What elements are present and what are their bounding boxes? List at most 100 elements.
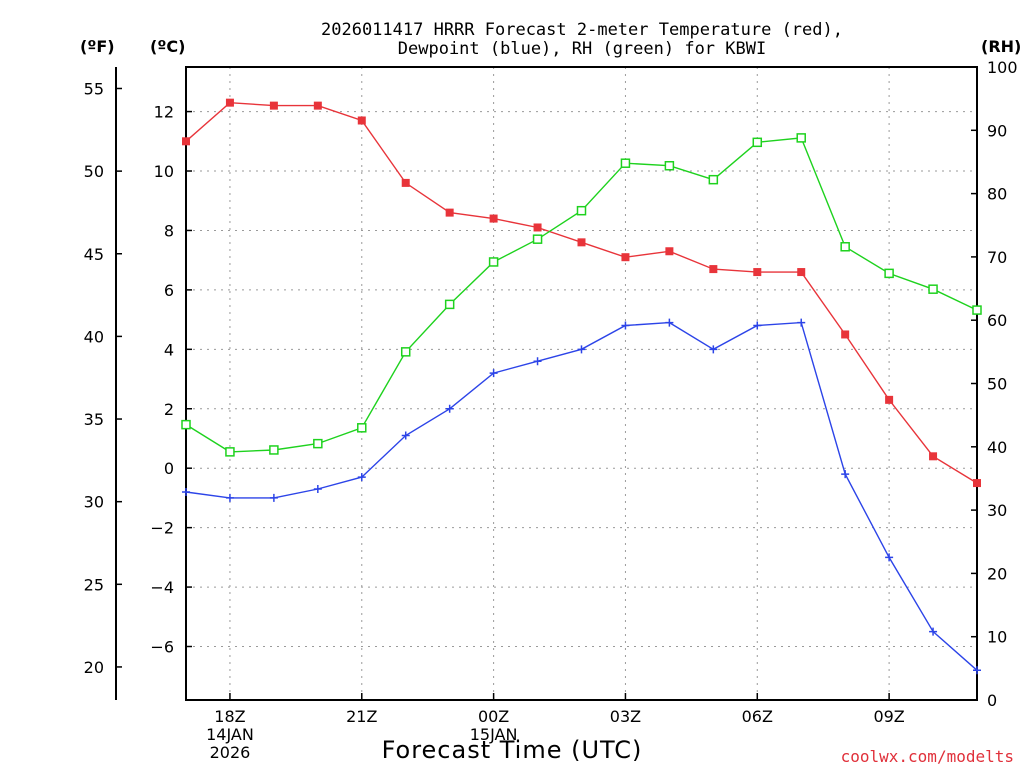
x-tick-label: 06Z	[742, 707, 773, 726]
dewpoint-line	[185, 321, 978, 671]
rh-tick-label: 40	[987, 438, 1007, 457]
celsius-tick-label: 10	[154, 162, 174, 181]
dewpoint-point	[269, 493, 278, 502]
rh-point	[576, 205, 587, 216]
temperature-point	[577, 238, 586, 247]
fahrenheit-tick-label: 25	[84, 575, 104, 594]
rh-point	[488, 257, 499, 267]
plot-frame	[185, 66, 978, 701]
data-series	[181, 98, 982, 675]
rh-point	[444, 299, 455, 310]
title-line-1: 2026011417 HRRR Forecast 2-meter Tempera…	[321, 20, 843, 40]
rh-point	[796, 133, 806, 143]
rh-point	[752, 137, 763, 148]
dewpoint-point	[533, 357, 542, 366]
rh-point	[664, 160, 675, 171]
dewpoint-point	[709, 345, 718, 354]
rh-point	[928, 284, 938, 294]
x-tick-label: 21Z	[346, 707, 377, 726]
temperature-point	[401, 178, 410, 187]
dewpoint-point	[929, 627, 938, 636]
celsius-tick-label: 2	[164, 400, 174, 419]
celsius-tick-label: −2	[150, 519, 174, 538]
temperature-point	[533, 223, 542, 232]
rh-tick-label: 10	[987, 628, 1007, 647]
fahrenheit-tick-label: 45	[84, 245, 104, 264]
x-tick-label: 18Z 14JAN 2026	[206, 707, 254, 762]
temperature-point	[357, 116, 366, 125]
temperature-point	[929, 452, 938, 461]
dewpoint-point	[885, 553, 894, 562]
dewpoint-point	[665, 318, 674, 327]
temperature-point	[621, 253, 630, 262]
x-tick-label: 03Z	[610, 707, 641, 726]
axes: 5550454035302520121086420−2−4−6100908070…	[84, 58, 1018, 762]
dewpoint-point	[182, 487, 190, 496]
temperature-point	[797, 268, 806, 277]
temperature-point	[709, 265, 718, 274]
temperature-point	[269, 101, 278, 110]
rh-tick-label: 50	[987, 375, 1007, 394]
x-tick-label: 09Z	[873, 707, 904, 726]
fahrenheit-tick-label: 50	[84, 162, 104, 181]
temperature-point	[489, 214, 498, 223]
rh-tick-label: 60	[987, 311, 1007, 330]
celsius-tick-label: 8	[164, 221, 174, 240]
rh-point	[400, 347, 411, 357]
dewpoint-point	[797, 318, 806, 327]
temperature-point	[313, 101, 322, 110]
temperature-point	[885, 395, 894, 404]
rh-tick-label: 90	[987, 121, 1007, 140]
celsius-unit-label: (ºC)	[150, 37, 185, 56]
rh-point	[225, 447, 235, 457]
celsius-tick-label: 6	[164, 281, 174, 300]
rh-point	[884, 268, 894, 279]
rh-point	[708, 174, 719, 185]
celsius-tick-label: 4	[164, 340, 174, 359]
temperature-point	[182, 137, 190, 146]
temperature-point	[973, 479, 981, 488]
fahrenheit-tick-label: 20	[84, 658, 104, 677]
temperature-point	[665, 247, 674, 256]
rh-point	[532, 234, 543, 244]
temperature-point	[753, 268, 762, 277]
rh-tick-label: 20	[987, 564, 1007, 583]
dewpoint-point	[445, 404, 454, 413]
rh-tick-label: 70	[987, 248, 1007, 267]
rh-tick-label: 30	[987, 501, 1007, 520]
celsius-tick-label: 0	[164, 459, 174, 478]
temperature-point	[445, 208, 454, 217]
rh-tick-label: 80	[987, 185, 1007, 204]
dewpoint-point	[841, 470, 850, 479]
rh-tick-label: 100	[987, 58, 1018, 77]
fahrenheit-tick-label: 40	[84, 327, 104, 346]
temperature-point	[841, 330, 850, 339]
rh-point	[620, 158, 631, 168]
celsius-tick-label: −4	[150, 578, 174, 597]
grid-lines	[186, 67, 977, 700]
dewpoint-point	[753, 321, 762, 330]
fahrenheit-tick-label: 55	[84, 79, 104, 98]
dewpoint-point	[973, 666, 981, 675]
fahrenheit-unit-label: (ºF)	[80, 37, 115, 56]
rh-unit-label: (RH)	[981, 37, 1021, 56]
fahrenheit-tick-label: 35	[84, 410, 104, 429]
credit-text: coolwx.com/modelts	[841, 747, 1014, 766]
chart-title: 2026011417 HRRR Forecast 2-meter Tempera…	[321, 20, 843, 59]
rh-point	[972, 305, 982, 315]
rh-point	[840, 242, 850, 252]
dewpoint-point	[313, 485, 322, 493]
fahrenheit-tick-label: 30	[84, 493, 104, 512]
dewpoint-point	[401, 431, 410, 440]
temperature-line	[185, 101, 978, 484]
x-axis-label: Forecast Time (UTC)	[382, 736, 643, 764]
rh-tick-label: 0	[987, 691, 997, 710]
dewpoint-point	[489, 369, 498, 378]
dewpoint-point	[225, 493, 234, 502]
rh-line	[185, 137, 978, 453]
title-line-2: Dewpoint (blue), RH (green) for KBWI	[398, 39, 766, 59]
x-tick-label: 00Z 15JAN	[470, 707, 518, 744]
dewpoint-point	[357, 473, 366, 482]
celsius-tick-label: 12	[154, 103, 174, 122]
